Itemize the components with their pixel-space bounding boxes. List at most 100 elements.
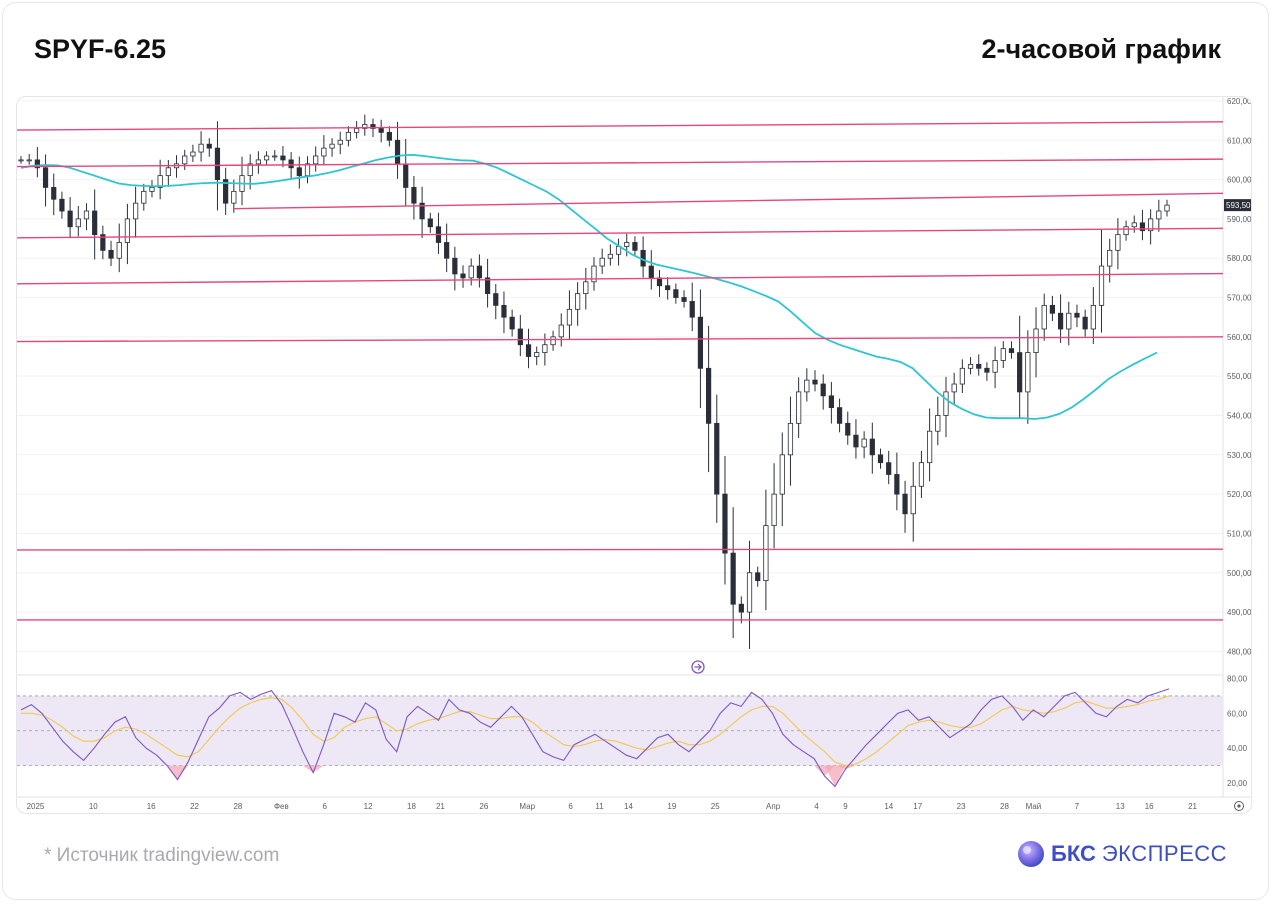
time-tick-label: Май <box>1026 802 1042 811</box>
price-candle-body <box>763 525 769 582</box>
price-candle-body <box>746 572 753 613</box>
time-tick-label: 11 <box>595 802 604 811</box>
support-resistance-line <box>17 548 1224 551</box>
time-tick-label: 17 <box>913 802 922 811</box>
price-tick-label: 500,00 <box>1227 569 1252 578</box>
price-candle-body <box>755 572 761 582</box>
price-candle-body <box>460 273 466 279</box>
price-candle-body <box>730 552 736 605</box>
rsi-tick-label: 80,00 <box>1227 674 1248 683</box>
time-tick-label: 13 <box>1116 802 1125 811</box>
time-tick-label: 14 <box>624 802 633 811</box>
last-price-label: 593,50 <box>1226 201 1251 210</box>
price-candle-body <box>796 391 802 424</box>
price-candle-body <box>877 454 884 464</box>
price-candle-body <box>812 379 818 385</box>
price-candle-body <box>689 301 695 318</box>
price-candle-body <box>853 434 859 448</box>
price-candle-body <box>321 147 327 157</box>
price-candle-body <box>190 151 196 157</box>
price-candle-body <box>534 352 540 357</box>
price-candle-body <box>362 124 368 129</box>
arrow-right-circle-icon <box>691 660 705 674</box>
price-tick-label: 510,00 <box>1227 529 1252 538</box>
price-candle-body <box>624 242 630 247</box>
price-candle-body <box>394 139 401 165</box>
price-candle-body <box>198 143 204 153</box>
price-candle-body <box>501 304 507 318</box>
price-candle-body <box>927 430 933 464</box>
price-candle-body <box>1090 304 1096 330</box>
price-tick-label: 550,00 <box>1227 372 1252 381</box>
price-candle-body <box>1139 222 1146 232</box>
price-candle-body <box>673 289 679 298</box>
price-candle-body <box>444 242 450 259</box>
price-candle-body <box>214 147 221 180</box>
price-candle-body <box>1082 316 1088 330</box>
time-tick-label: 26 <box>479 802 488 811</box>
price-candle-body <box>787 422 794 456</box>
price-candle-body <box>1000 348 1006 361</box>
price-candle-body <box>26 159 32 162</box>
price-candle-body <box>886 462 892 475</box>
price-candle-body <box>231 190 237 204</box>
support-resistance-line <box>17 158 1224 168</box>
price-tick-label: 580,00 <box>1227 254 1252 263</box>
price-candle-body <box>1008 348 1015 353</box>
price-candle-body <box>648 265 654 279</box>
price-candle-body <box>779 454 785 495</box>
time-tick-label: 7 <box>1075 802 1080 811</box>
time-tick-label: 22 <box>190 802 199 811</box>
price-candle-body <box>681 297 687 302</box>
price-candle-body <box>354 128 360 133</box>
price-candle-body <box>427 218 433 228</box>
price-tick-label: 540,00 <box>1227 411 1252 420</box>
price-candle-body <box>468 265 474 279</box>
time-tick-label: 21 <box>1188 802 1197 811</box>
price-tick-label: 610,00 <box>1227 136 1252 145</box>
price-candle-body <box>272 155 278 158</box>
price-candle-body <box>861 438 867 448</box>
price-candle-body <box>1033 328 1039 353</box>
price-tick-label: 620,00 <box>1227 97 1252 106</box>
price-candle-body <box>738 603 744 613</box>
time-tick-label: Апр <box>766 802 781 811</box>
price-candle-body <box>108 249 114 259</box>
price-candle-body <box>1131 222 1137 228</box>
time-tick-label: 28 <box>233 802 242 811</box>
price-tick-label: 590,00 <box>1227 215 1252 224</box>
price-candle-body <box>493 293 499 306</box>
price-candle-body <box>771 493 777 526</box>
support-resistance-line <box>17 227 1224 239</box>
price-candle-body <box>656 277 663 287</box>
price-candle-body <box>517 328 523 346</box>
time-tick-label: 21 <box>436 802 445 811</box>
price-candle-body <box>92 210 98 236</box>
time-tick-label: 14 <box>884 802 893 811</box>
price-candle-body <box>1017 352 1023 393</box>
price-candle-body <box>984 367 990 373</box>
price-candle-body <box>976 363 982 369</box>
time-tick-label: 28 <box>1000 802 1009 811</box>
chart-frame: 620,00 610,00 600,00 590,00 580,00 570,00 560,… <box>16 96 1252 814</box>
time-tick-label: 12 <box>364 802 373 811</box>
price-candle-body <box>902 493 908 515</box>
time-tick-label: 16 <box>1145 802 1154 811</box>
rsi-oversold-fill <box>835 765 856 770</box>
price-candle-body <box>591 265 597 283</box>
price-candle-body <box>141 190 147 204</box>
rsi-tick-label: 20,00 <box>1227 779 1248 788</box>
price-candle-body <box>894 474 900 495</box>
price-candle-body <box>1025 352 1031 393</box>
price-candle-body <box>255 159 261 165</box>
moving-average-line <box>20 153 1158 420</box>
price-candle-body <box>83 210 90 220</box>
price-candle-body <box>247 163 253 177</box>
price-candle-body <box>722 493 728 554</box>
price-candle-body <box>133 202 139 220</box>
price-candle-body <box>804 379 810 393</box>
price-candle-body <box>452 257 458 275</box>
price-candle-body <box>1107 249 1113 267</box>
price-candle-body <box>403 163 409 188</box>
price-candle-body <box>665 285 671 291</box>
